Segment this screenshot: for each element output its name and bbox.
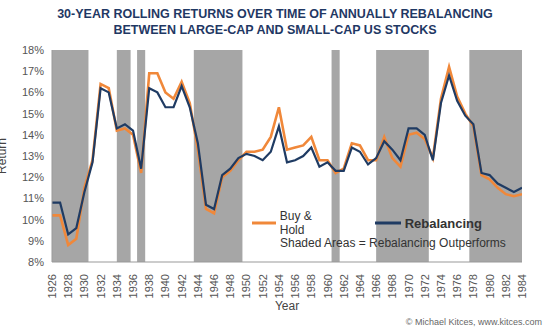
svg-text:10%: 10%	[22, 214, 44, 226]
svg-text:1942: 1942	[176, 274, 188, 298]
svg-text:Year: Year	[275, 299, 299, 310]
svg-text:1926: 1926	[46, 274, 58, 298]
svg-text:1934: 1934	[111, 274, 123, 298]
svg-text:1930: 1930	[78, 274, 90, 298]
svg-text:1974: 1974	[435, 274, 447, 298]
svg-text:1972: 1972	[419, 274, 431, 298]
html-text:BETWEEN LARGE-CAP AND SMALL-CA: BETWEEN LARGE-CAP AND SMALL-CAP US STOCK…	[113, 23, 437, 37]
svg-text:1952: 1952	[257, 274, 269, 298]
html-text:30-YEAR ROLLING RETURNS OVER T: 30-YEAR ROLLING RETURNS OVER TIME OF ANN…	[57, 7, 493, 21]
svg-text:1928: 1928	[62, 274, 74, 298]
svg-text:1982: 1982	[500, 274, 512, 298]
svg-text:16%: 16%	[22, 86, 44, 98]
svg-text:1938: 1938	[143, 274, 155, 298]
svg-text:1980: 1980	[484, 274, 496, 298]
svg-text:1976: 1976	[451, 274, 463, 298]
svg-text:1948: 1948	[224, 274, 236, 298]
svg-text:1962: 1962	[338, 274, 350, 298]
svg-text:9%: 9%	[28, 235, 44, 247]
svg-text:1944: 1944	[192, 274, 204, 298]
svg-text:18%: 18%	[22, 44, 44, 56]
svg-text:1978: 1978	[467, 274, 479, 298]
svg-text:15%: 15%	[22, 108, 44, 120]
svg-text:1946: 1946	[208, 274, 220, 298]
html-text:Shaded Areas = Rebalancing Out: Shaded Areas = Rebalancing Outperforms	[280, 236, 506, 250]
html-text:Rebalancing: Rebalancing	[404, 215, 482, 231]
svg-text:17%: 17%	[22, 65, 44, 77]
svg-text:1950: 1950	[240, 274, 252, 298]
svg-text:1968: 1968	[386, 274, 398, 298]
svg-text:12%: 12%	[22, 171, 44, 183]
svg-text:1958: 1958	[305, 274, 317, 298]
svg-text:1940: 1940	[159, 274, 171, 298]
svg-text:1954: 1954	[273, 274, 285, 298]
svg-text:14%: 14%	[22, 129, 44, 141]
svg-text:1966: 1966	[370, 274, 382, 298]
svg-text:1984: 1984	[516, 274, 528, 298]
html-text:© Michael Kitces, www.kitces.c: © Michael Kitces, www.kitces.com	[405, 317, 542, 327]
svg-text:11%: 11%	[23, 192, 44, 204]
svg-text:1970: 1970	[403, 274, 415, 298]
svg-text:1932: 1932	[95, 274, 107, 298]
svg-text:1936: 1936	[127, 274, 139, 298]
svg-text:1956: 1956	[289, 274, 301, 298]
svg-text:1964: 1964	[354, 274, 366, 298]
svg-text:8%: 8%	[28, 256, 44, 268]
svg-text:Return: Return	[8, 138, 9, 174]
svg-text:13%: 13%	[22, 150, 44, 162]
html-text:Buy & Hold: Buy & Hold	[279, 209, 312, 237]
svg-text:1960: 1960	[322, 274, 334, 298]
